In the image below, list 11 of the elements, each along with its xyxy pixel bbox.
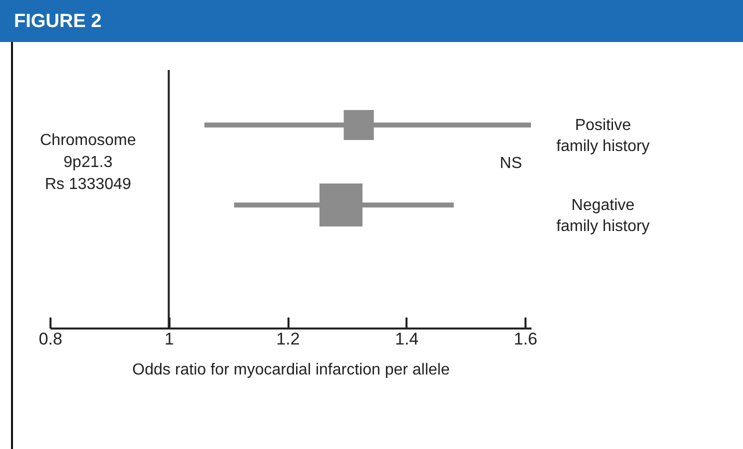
annotation: NS [500, 155, 522, 172]
y-tick-label: Negative family history [556, 197, 650, 235]
x-tick-label: 1.6 [514, 330, 538, 348]
x-tick-label: 0.8 [38, 330, 62, 348]
x-tick-label: 1.2 [276, 330, 300, 348]
y-tick-label: Positive family history [556, 117, 650, 155]
chart-title: FIGURE 2 [14, 11, 102, 33]
x-tick-label: 1 [164, 330, 174, 348]
annotation: Chromosome 9p21.3 Rs 1333049 [40, 132, 136, 193]
x-axis-title: Odds ratio for myocardial infarction per allele [132, 362, 450, 378]
x-tick-label: 1.4 [394, 330, 419, 348]
